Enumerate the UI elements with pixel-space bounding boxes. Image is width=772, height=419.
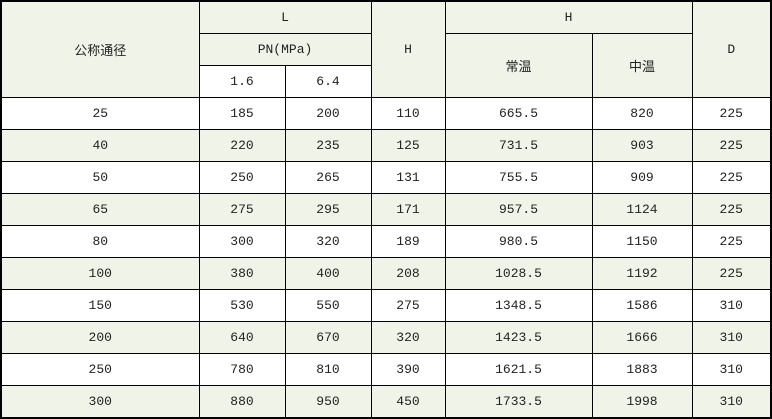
table-cell: 50 <box>0 161 200 194</box>
table-cell: 220 <box>198 129 286 162</box>
header-nominal-diameter: 公称通径 <box>0 0 200 98</box>
table-cell: 755.5 <box>444 161 593 194</box>
header-group-H: H <box>444 0 693 34</box>
table-cell: 1423.5 <box>444 321 593 354</box>
table-cell: 1666 <box>591 321 693 354</box>
table-cell: 275 <box>370 289 446 322</box>
header-normal-temp: 常温 <box>444 33 593 98</box>
table-cell: 450 <box>370 385 446 419</box>
table-row: 50 250 265 131 755.5 909 225 <box>0 161 772 194</box>
table-cell: 731.5 <box>444 129 593 162</box>
table-cell: 820 <box>591 97 693 130</box>
table-cell: 275 <box>198 193 286 226</box>
header-pn-6-4: 6.4 <box>284 65 372 98</box>
table-cell: 1028.5 <box>444 257 593 290</box>
table-cell: 200 <box>284 97 372 130</box>
table-body: 25 185 200 110 665.5 820 225 40 220 235 125 731.5 90… <box>0 97 772 419</box>
table-cell: 1883 <box>591 353 693 386</box>
table-cell: 1150 <box>591 225 693 258</box>
table-cell: 225 <box>691 225 772 258</box>
table-cell: 100 <box>0 257 200 290</box>
table-cell: 171 <box>370 193 446 226</box>
table-cell: 225 <box>691 97 772 130</box>
table-cell: 1348.5 <box>444 289 593 322</box>
table-cell: 131 <box>370 161 446 194</box>
table-cell: 235 <box>284 129 372 162</box>
table-cell: 250 <box>198 161 286 194</box>
table-cell: 380 <box>198 257 286 290</box>
table-cell: 1621.5 <box>444 353 593 386</box>
table-cell: 1124 <box>591 193 693 226</box>
table-cell: 670 <box>284 321 372 354</box>
table-row: 25 185 200 110 665.5 820 225 <box>0 97 772 130</box>
table-cell: 40 <box>0 129 200 162</box>
table-row: 80 300 320 189 980.5 1150 225 <box>0 225 772 258</box>
table-cell: 185 <box>198 97 286 130</box>
table-cell: 80 <box>0 225 200 258</box>
table-cell: 310 <box>691 385 772 419</box>
header-pn-1-6: 1.6 <box>198 65 286 98</box>
table-cell: 310 <box>691 321 772 354</box>
table-cell: 810 <box>284 353 372 386</box>
header-row-2: PN(MPa) 常温 中温 <box>1 33 771 98</box>
table-cell: 950 <box>284 385 372 419</box>
table-cell: 909 <box>591 161 693 194</box>
table-cell: 200 <box>0 321 200 354</box>
table-cell: 225 <box>691 129 772 162</box>
table-cell: 250 <box>0 353 200 386</box>
table-cell: 189 <box>370 225 446 258</box>
table-row: 300 880 950 450 1733.5 1998 310 <box>0 385 772 419</box>
table-cell: 265 <box>284 161 372 194</box>
table-cell: 640 <box>198 321 286 354</box>
table-row: 40 220 235 125 731.5 903 225 <box>0 129 772 162</box>
table-cell: 957.5 <box>444 193 593 226</box>
table-cell: 1733.5 <box>444 385 593 419</box>
header-pn-mpa: PN(MPa) <box>198 33 372 66</box>
table-row: 65 275 295 171 957.5 1124 225 <box>0 193 772 226</box>
header-group-L: L <box>198 0 372 34</box>
header-row-1: 公称通径 L H H D <box>0 0 772 98</box>
table-cell: 25 <box>0 97 200 130</box>
table-cell: 125 <box>370 129 446 162</box>
table-cell: 1192 <box>591 257 693 290</box>
table-cell: 665.5 <box>444 97 593 130</box>
table-cell: 310 <box>691 289 772 322</box>
table-cell: 390 <box>370 353 446 386</box>
table-cell: 880 <box>198 385 286 419</box>
table-cell: 310 <box>691 353 772 386</box>
table-row: 200 640 670 320 1423.5 1666 310 <box>0 321 772 354</box>
header-medium-temp: 中温 <box>591 33 693 98</box>
table-cell: 225 <box>691 257 772 290</box>
table-cell: 320 <box>370 321 446 354</box>
table-row: 150 530 550 275 1348.5 1586 310 <box>0 289 772 322</box>
table-cell: 400 <box>284 257 372 290</box>
table-cell: 1586 <box>591 289 693 322</box>
table-cell: 208 <box>370 257 446 290</box>
table-cell: 530 <box>198 289 286 322</box>
header-col-H: H <box>370 0 446 98</box>
table-cell: 225 <box>691 193 772 226</box>
table-cell: 295 <box>284 193 372 226</box>
table-cell: 110 <box>370 97 446 130</box>
table-cell: 300 <box>0 385 200 419</box>
table-cell: 550 <box>284 289 372 322</box>
table-cell: 1998 <box>591 385 693 419</box>
table-cell: 65 <box>0 193 200 226</box>
table-row: 100 380 400 208 1028.5 1192 225 <box>0 257 772 290</box>
header-col-D: D <box>691 0 772 98</box>
table-cell: 320 <box>284 225 372 258</box>
table-cell: 300 <box>198 225 286 258</box>
table-header: 公称通径 L H H D PN(MPa) 常温 中温 1.6 6.4 <box>0 0 772 98</box>
table-cell: 980.5 <box>444 225 593 258</box>
table-cell: 780 <box>198 353 286 386</box>
header-row-3: 1.6 6.4 <box>1 65 771 98</box>
table-cell: 150 <box>0 289 200 322</box>
table-row: 250 780 810 390 1621.5 1883 310 <box>0 353 772 386</box>
table-cell: 225 <box>691 161 772 194</box>
table-cell: 903 <box>591 129 693 162</box>
